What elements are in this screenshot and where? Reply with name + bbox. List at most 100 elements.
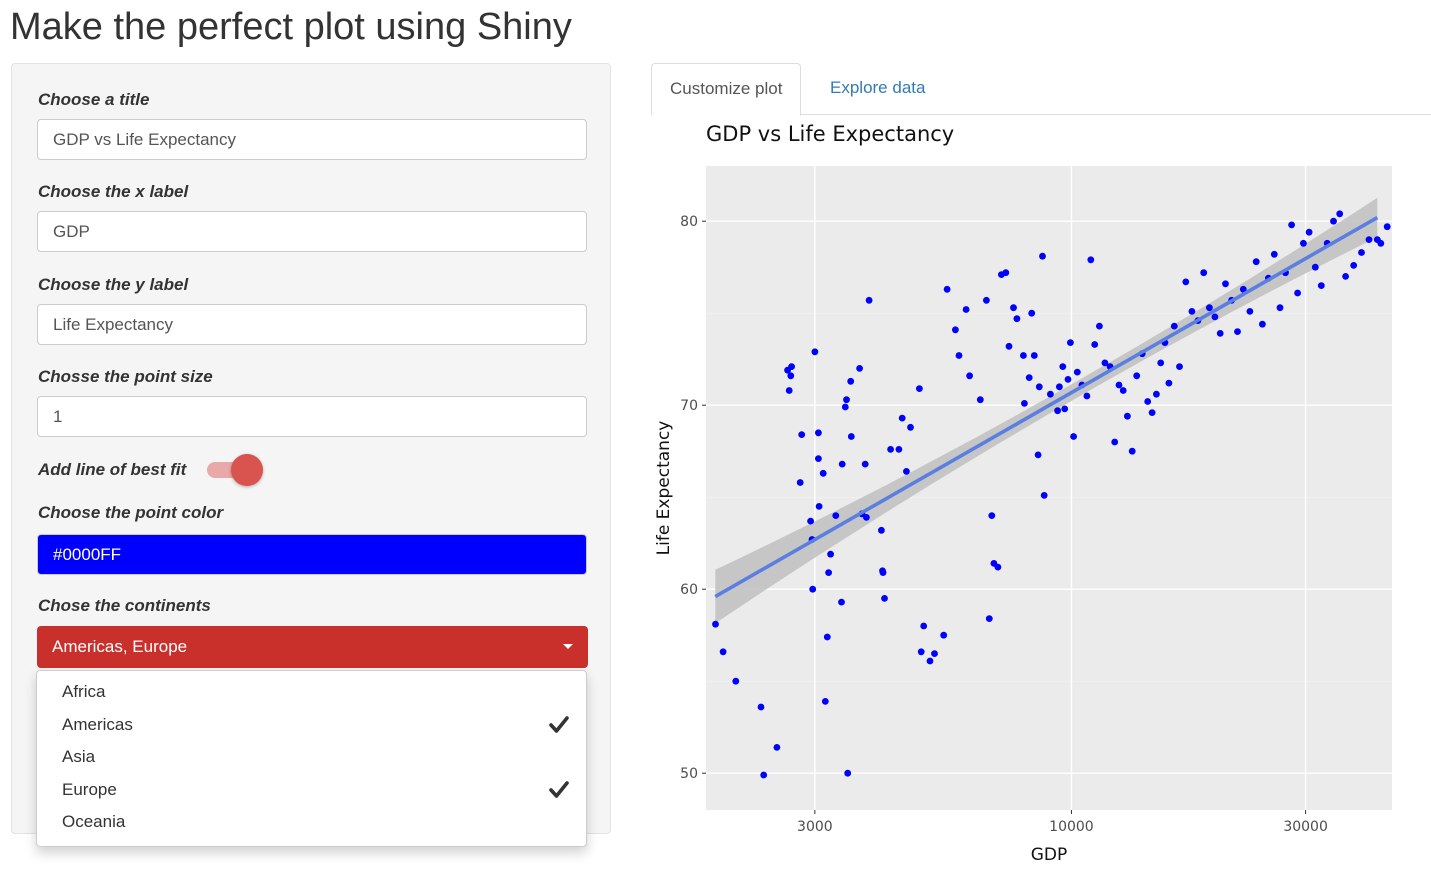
- tab-customize-plot[interactable]: Customize plot: [651, 63, 802, 116]
- data-point: [841, 403, 849, 411]
- data-point: [1259, 320, 1266, 328]
- data-point: [1119, 387, 1127, 394]
- tab-explore-data[interactable]: Explore data: [830, 78, 926, 97]
- title-field-label: Choose a title: [38, 90, 150, 109]
- dropdown-item-oceania[interactable]: Oceania: [37, 806, 586, 839]
- xlabel-field-label: Choose the x label: [38, 182, 189, 201]
- data-point: [760, 771, 768, 779]
- data-point: [1300, 239, 1307, 247]
- data-point: [1030, 352, 1038, 359]
- data-point: [1211, 313, 1219, 321]
- dropdown-item-label: Asia: [62, 747, 96, 766]
- x-tick-label: 30000: [1283, 819, 1328, 835]
- dropdown-item-europe[interactable]: Europe: [37, 774, 586, 807]
- data-point: [1342, 273, 1349, 280]
- data-point: [1124, 412, 1131, 420]
- data-point: [1067, 339, 1074, 346]
- data-point: [847, 377, 855, 385]
- ylabel-input[interactable]: Life Expectancy: [37, 304, 587, 345]
- data-point: [1222, 280, 1229, 288]
- data-point: [898, 414, 906, 422]
- xlabel-input[interactable]: GDP: [37, 211, 587, 252]
- point-size-field-label: Chosse the point size: [38, 367, 213, 386]
- data-point: [1101, 359, 1109, 367]
- dropdown-item-africa[interactable]: Africa: [37, 676, 586, 709]
- continents-field-label: Chose the continents: [38, 596, 211, 615]
- data-point: [1350, 262, 1358, 269]
- toggle-thumb[interactable]: [231, 454, 263, 486]
- scatter-plot: GDP vs Life Expectancy 50 60 70 80 3000 10000…: [654, 122, 1392, 865]
- point-color-input[interactable]: #0000FF: [37, 534, 587, 575]
- data-point: [1239, 285, 1247, 293]
- ylabel-field-label: Choose the y label: [38, 275, 189, 294]
- data-point: [815, 455, 822, 462]
- data-point: [865, 296, 873, 304]
- data-point: [847, 433, 855, 440]
- data-point: [838, 598, 845, 606]
- data-point: [1336, 210, 1344, 218]
- x-tick-label: 3000: [797, 819, 833, 835]
- data-point: [785, 387, 793, 394]
- data-point: [985, 615, 993, 622]
- data-point: [1176, 363, 1183, 370]
- data-point: [1070, 433, 1077, 440]
- data-point: [712, 620, 719, 628]
- data-point: [976, 396, 984, 404]
- continents-selected-value: Americas, Europe: [52, 637, 188, 656]
- data-point: [827, 550, 834, 558]
- data-point: [1153, 390, 1160, 398]
- point-size-input[interactable]: 1: [37, 396, 587, 437]
- data-point: [1096, 322, 1103, 330]
- data-point: [844, 769, 852, 777]
- data-point: [719, 648, 727, 656]
- data-point: [887, 446, 894, 453]
- data-point: [1276, 304, 1284, 312]
- data-point: [907, 423, 914, 431]
- data-point: [815, 503, 823, 510]
- data-point: [1039, 252, 1046, 260]
- data-point: [1157, 359, 1165, 367]
- title-input[interactable]: GDP vs Life Expectancy: [37, 119, 587, 160]
- fit-line-label: Add line of best fit: [38, 460, 187, 479]
- data-point: [832, 512, 840, 519]
- data-point: [825, 569, 832, 576]
- data-point: [1061, 405, 1069, 413]
- data-point: [815, 429, 822, 437]
- data-point: [1365, 236, 1373, 243]
- caret-down-icon: [563, 644, 573, 649]
- data-point: [1054, 407, 1061, 415]
- dropdown-item-americas[interactable]: Americas: [37, 709, 586, 742]
- data-point: [1148, 409, 1156, 416]
- y-tick-label: 80: [680, 214, 698, 230]
- data-point: [1010, 304, 1017, 312]
- data-point: [1133, 372, 1141, 380]
- data-point: [1311, 263, 1319, 271]
- data-point: [773, 744, 781, 751]
- data-point: [1216, 330, 1224, 337]
- dropdown-item-label: Oceania: [62, 812, 126, 831]
- data-point: [1305, 228, 1313, 236]
- continents-dropdown-menu: Africa Americas Asia Europe Oceania: [36, 670, 587, 847]
- data-point: [1040, 492, 1048, 499]
- data-point: [1234, 328, 1241, 335]
- data-point: [1035, 383, 1043, 391]
- confidence-band: [715, 197, 1378, 624]
- y-tick-label: 60: [680, 582, 698, 598]
- data-point: [895, 446, 903, 453]
- chart-title: GDP vs Life Expectancy: [706, 122, 954, 146]
- fit-line-toggle[interactable]: [205, 454, 263, 486]
- continents-select[interactable]: Americas, Europe: [37, 626, 588, 668]
- data-point: [838, 460, 846, 468]
- data-point: [1059, 363, 1067, 370]
- trend-line: [714, 215, 1379, 599]
- data-point: [1047, 390, 1054, 398]
- data-point: [988, 512, 996, 519]
- data-point: [881, 595, 888, 602]
- point-color-field-label: Choose the point color: [38, 503, 224, 522]
- data-point: [1115, 381, 1123, 389]
- data-point: [1020, 352, 1027, 359]
- data-point: [920, 622, 928, 630]
- data-point: [1358, 249, 1365, 256]
- data-point: [788, 363, 795, 370]
- dropdown-item-asia[interactable]: Asia: [37, 741, 586, 774]
